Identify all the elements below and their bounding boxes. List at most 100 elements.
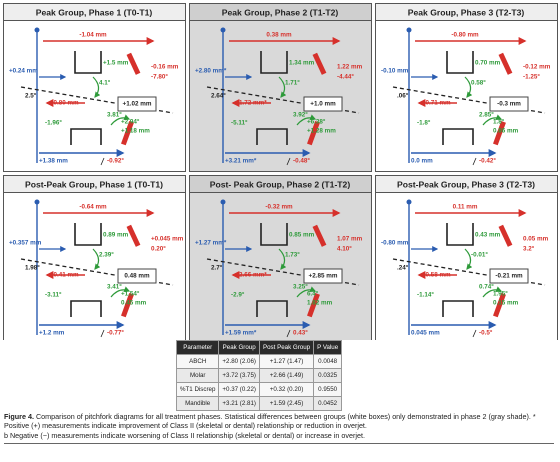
table-cell: +2.80 (2.06)	[218, 354, 260, 369]
header-cell: P Value	[313, 340, 343, 355]
measurement-label: 0.89 mm	[103, 232, 129, 239]
measurement-label: +0.357 mm	[9, 240, 42, 247]
measurement-label: 0.85 mm	[289, 232, 315, 239]
measurement-label: +1.27 mm*	[195, 240, 227, 247]
table-cell: +0.37 (0.22)	[218, 382, 260, 397]
lower-molar	[70, 128, 102, 145]
measurement-label: 0.20°	[151, 245, 166, 253]
measurement-label: -1.8°	[417, 119, 431, 127]
separator-slash	[100, 157, 105, 166]
measurement-label: +2.85 mm	[309, 273, 338, 280]
panel-title-bar	[3, 3, 186, 21]
table-cell: %T1 Discrep	[175, 382, 220, 397]
measurement-label: +1.59 mm*	[225, 330, 257, 337]
separator-slash	[286, 157, 291, 166]
table-body: ABCH +2.80 (2.06) +1.27 (1.47) 0.0048 Molar +…	[175, 354, 343, 411]
separator-slash	[472, 157, 477, 166]
measurement-label: -3.11°	[45, 291, 62, 299]
table-cell: +1.59 (2.45)	[258, 396, 315, 411]
measurement-label: 3.2°	[523, 245, 535, 253]
panel-title-bar	[375, 3, 558, 21]
table-cell: Molar	[175, 368, 220, 383]
upper-curve	[92, 248, 101, 270]
panel-title: Post- Peak Group, Phase 2 (T1-T2)	[210, 179, 351, 189]
statistics-table: Parameter Peak Group Post Peak Group P Valu…	[175, 340, 343, 411]
caption-main: Figure 4. Comparison of pitchfork diagra…	[4, 412, 554, 431]
panel: Post- Peak Group, Phase 2 (T1-T2) -0.32 m…	[189, 175, 372, 340]
upper-molar	[446, 51, 474, 74]
measurement-label: 2.39°	[99, 251, 114, 259]
measurement-label: +0.24 mm	[9, 68, 38, 75]
measurement-label: 1.73°	[285, 251, 300, 259]
measurement-label: +1.02 mm	[123, 101, 152, 108]
table-cell: +2.66 (1.49)	[258, 368, 315, 383]
table-cell: +3.21 (2.81)	[218, 396, 260, 411]
header-cell: Peak Group	[218, 340, 260, 355]
measurement-label: 0.0 mm	[411, 158, 433, 165]
panel: Post-Peak Group, Phase 1 (T0-T1) -0.64 mm…	[3, 175, 186, 340]
measurement-label: 0.43°	[293, 329, 308, 337]
measurement-label: +0.045 mm	[151, 236, 184, 243]
measurement-label: 1.34 mm	[289, 60, 315, 67]
measurement-label: 1.71°	[285, 79, 300, 87]
lower-incisor	[121, 293, 134, 318]
measurement-label: +1.72 mm*	[235, 100, 267, 107]
measurement-label: -0.80 mm	[51, 100, 79, 107]
measurement-label: +1.5 mm	[103, 60, 129, 67]
table-cell: Mandible	[175, 396, 220, 411]
lower-molar	[442, 128, 474, 145]
upper-incisor	[126, 224, 141, 247]
measurement-label: -0.21 mm	[495, 273, 523, 280]
panel-title-bar	[189, 175, 372, 193]
measurement-label: +1.54°	[121, 290, 140, 298]
lower-curve	[296, 286, 317, 298]
measurement-label: .24°	[397, 264, 409, 272]
separator-slash	[100, 329, 105, 338]
measurement-label: -0.71 mm	[423, 100, 451, 107]
measurement-label: +3.21 mm*	[225, 158, 257, 165]
upper-molar	[260, 223, 288, 246]
measurement-label: -0.58 mm	[423, 272, 451, 279]
measurement-label: .06°	[397, 92, 409, 100]
caption-note: b Negative (−) measurements indicate wor…	[4, 430, 365, 440]
lower-curve	[296, 114, 317, 126]
upper-curve	[278, 248, 287, 270]
measurement-label: -0.48°	[293, 157, 310, 165]
header-cell: Parameter	[175, 340, 220, 355]
upper-curve	[92, 76, 101, 98]
lower-molar	[70, 300, 102, 317]
result-box	[303, 96, 343, 112]
upper-incisor	[312, 52, 327, 75]
panel-title-bar	[189, 3, 372, 21]
measurement-label: +1.2 mm	[39, 330, 65, 337]
panel-frame	[375, 3, 558, 172]
lower-curve	[482, 286, 503, 298]
measurement-label: 3.92°	[293, 111, 308, 119]
table-cell: 0.0325	[313, 368, 343, 383]
upper-curve	[464, 248, 473, 270]
measurement-label: +2.66 mm*	[235, 272, 267, 279]
measurement-label: +2.94°	[121, 118, 140, 126]
measurement-label: 2.64°	[211, 92, 226, 100]
result-box	[303, 268, 343, 284]
measurement-label: 0.15 mm	[493, 300, 519, 307]
measurement-label: -4.44°	[337, 73, 354, 81]
measurement-label: 1.8°	[493, 118, 505, 126]
lower-incisor	[493, 121, 506, 146]
measurement-label: +1.38 mm	[39, 158, 68, 165]
measurement-label: -7.80°	[151, 73, 168, 81]
measurement-label: 3.81°	[107, 111, 122, 119]
panel: Peak Group, Phase 2 (T1-T2) 0.38 mm +2.80 …	[189, 3, 372, 172]
pitchfork-figure: Peak Group, Phase 1 (T0-T1) -1.04 mm +0.24…	[3, 3, 558, 340]
result-box	[489, 268, 529, 284]
separator-slash	[472, 329, 477, 338]
header-cell: Post Peak Group	[258, 340, 315, 355]
table-row: %T1 Discrep +0.37 (0.22) +0.32 (0.20) 0.955…	[175, 382, 343, 397]
lower-molar	[442, 300, 474, 317]
measurement-label: -0.80 mm	[381, 240, 409, 247]
panel-frame	[3, 175, 186, 340]
measurement-label: 1.98°	[25, 264, 40, 272]
lower-incisor	[307, 293, 320, 318]
measurement-label: 0.38 mm	[266, 32, 292, 39]
